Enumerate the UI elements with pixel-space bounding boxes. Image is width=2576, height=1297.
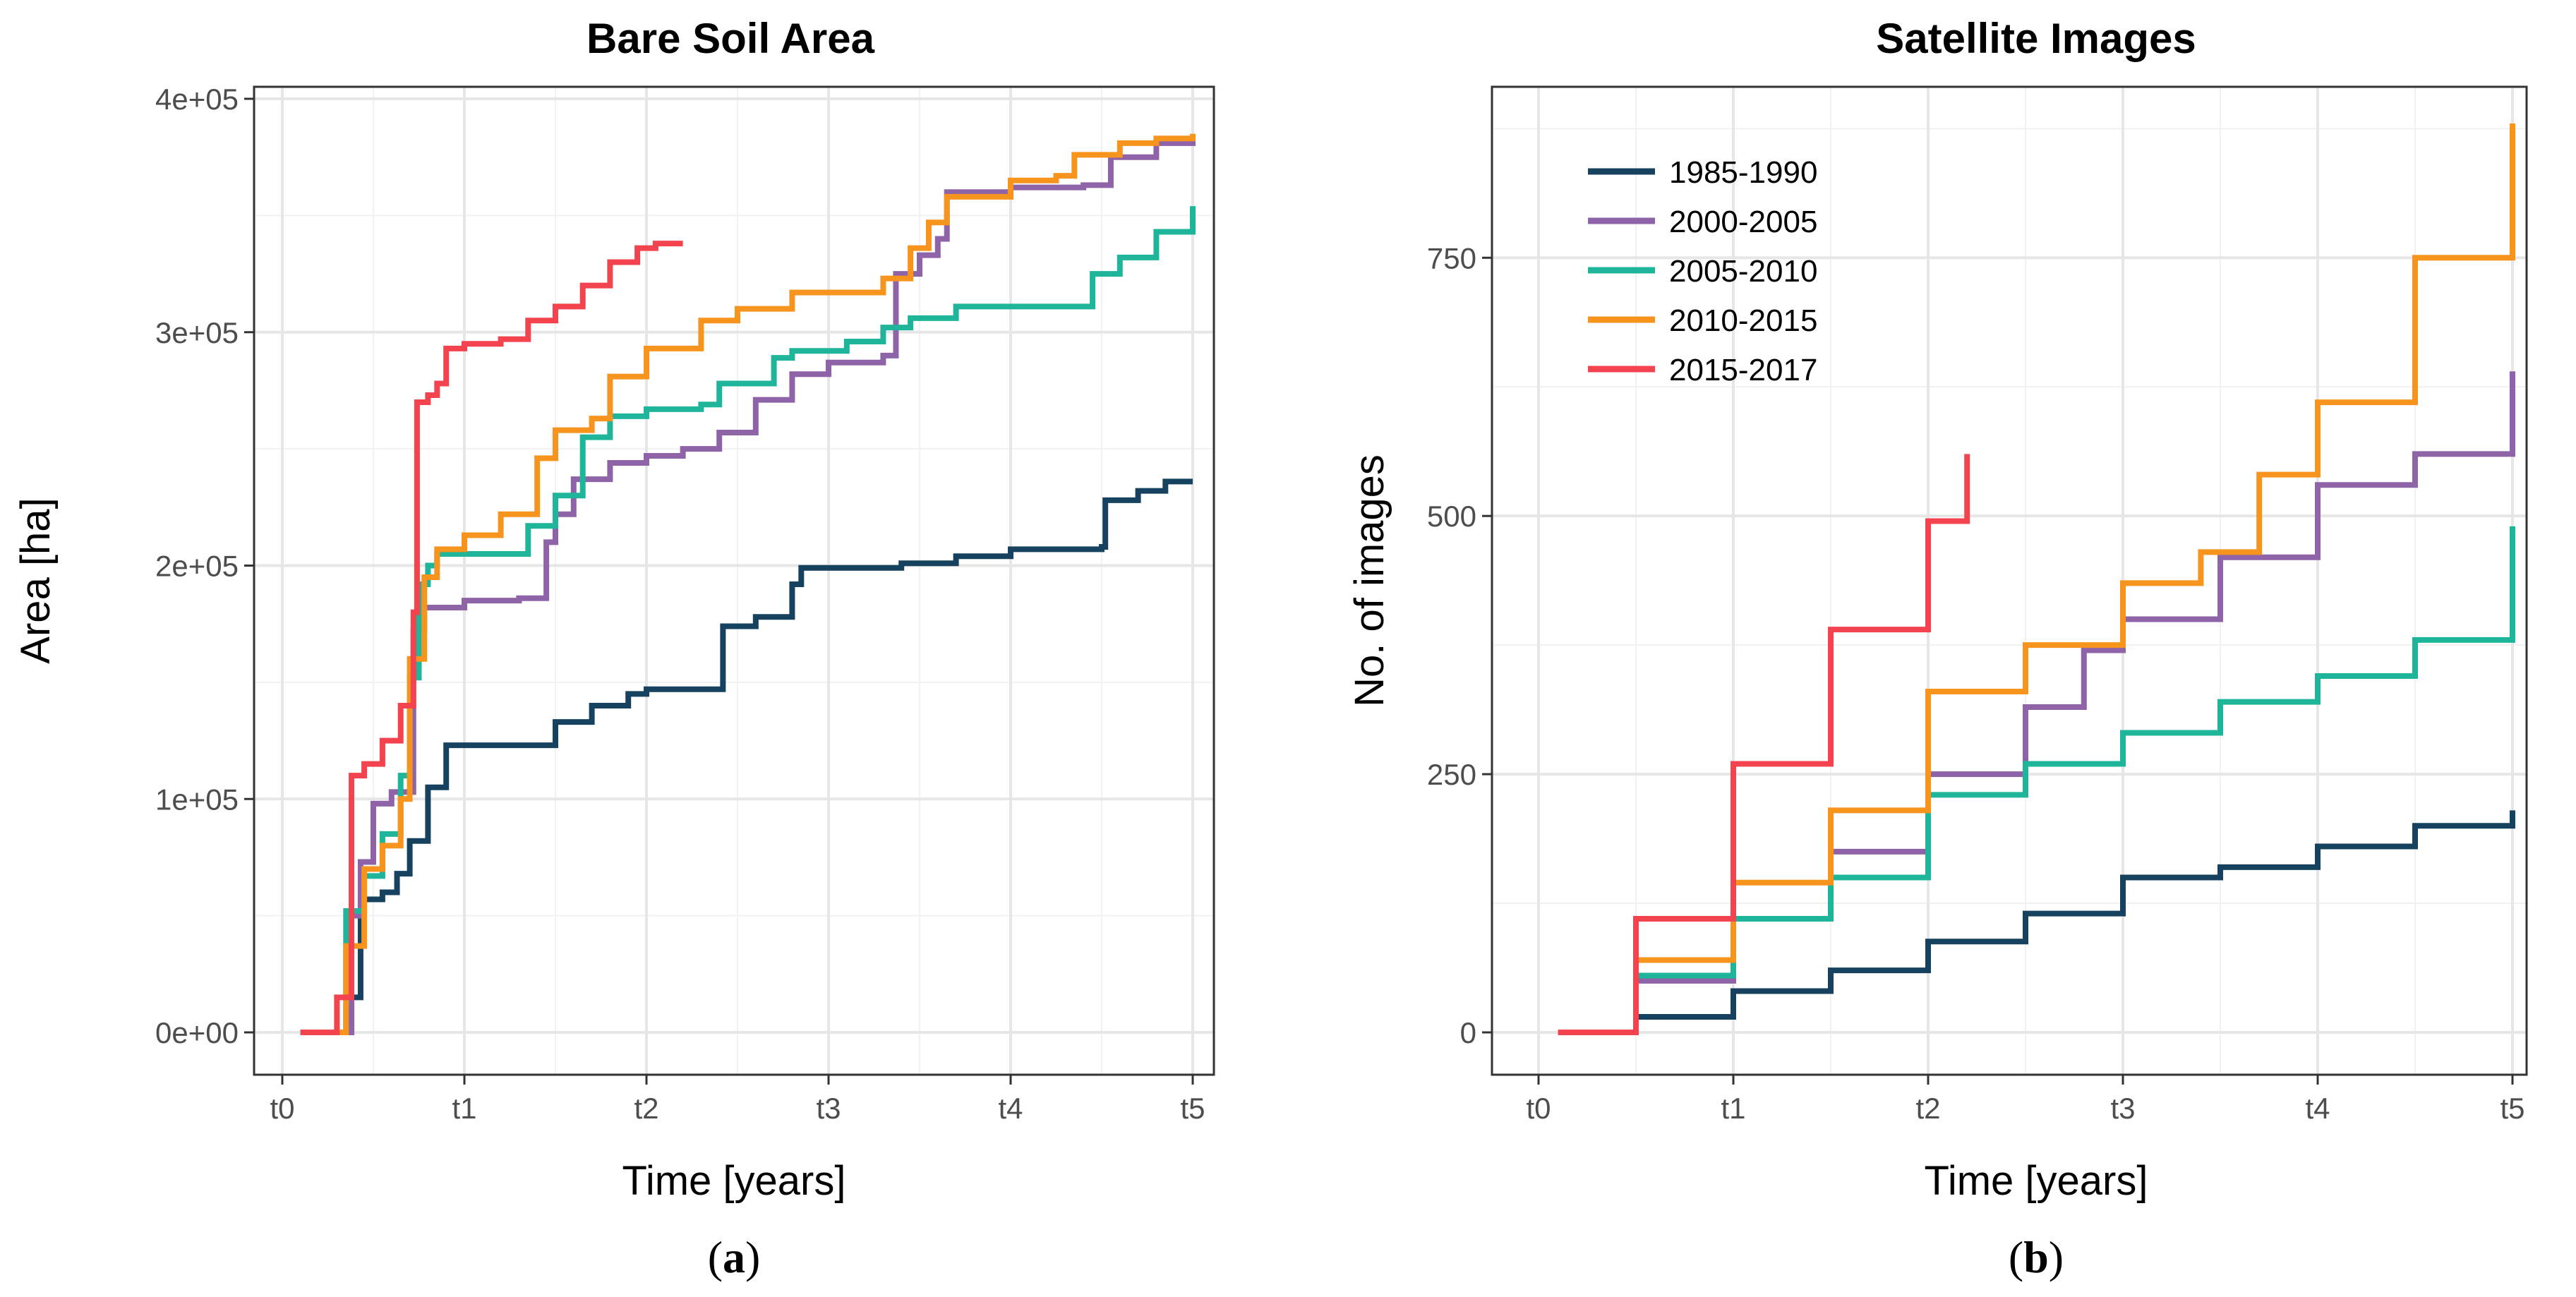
y-axis-title-a: Area [ha]: [13, 497, 59, 663]
series-line-2015-2017: [1558, 454, 1970, 1035]
ticks-a: t0 t1 t2 t3 t4 t5 0e+00 1e+05 2e+05 3e+05 4e+05: [155, 83, 1205, 1125]
y-tick-label: 250: [1427, 758, 1476, 791]
series-line-2005-2010: [300, 206, 1196, 1035]
legend-label: 2010-2015: [1669, 303, 1817, 338]
grid-a: [254, 87, 1214, 1075]
panel-b-satellite-images: Satellite Images t0 t1 t2 t3 t4 t50250500750 …: [1347, 15, 2528, 1282]
y-tick-label: 0: [1460, 1016, 1476, 1049]
legend-label: 2000-2005: [1669, 205, 1817, 239]
series-group-b: [1558, 123, 2515, 1035]
series-line-2005-2010: [1558, 526, 2515, 1035]
x-tick-label: t5: [2500, 1092, 2524, 1125]
plot-frame-a: [253, 85, 1215, 1076]
y-tick-label: 750: [1427, 241, 1476, 275]
x-axis-title-b: Time [years]: [1925, 1158, 2148, 1204]
series-line-2000-2005: [300, 140, 1196, 1035]
plot-frame-b: [1491, 85, 2528, 1076]
x-tick-label: t4: [998, 1092, 1023, 1125]
legend-label: 1985-1990: [1669, 155, 1817, 190]
chart-title-b: Satellite Images: [1876, 15, 2196, 62]
x-tick-label: t3: [2110, 1092, 2135, 1125]
x-tick-label: t1: [452, 1092, 476, 1125]
y-tick-label: 3e+05: [155, 316, 239, 349]
x-tick-label: t0: [270, 1092, 294, 1125]
panel-caption-b: (b): [2009, 1232, 2064, 1282]
x-tick-label: t2: [1915, 1092, 1940, 1125]
x-tick-label: t0: [1526, 1092, 1551, 1125]
series-group-a: [300, 133, 1196, 1035]
grid-b: [1492, 87, 2527, 1075]
legend-label: 2005-2010: [1669, 254, 1817, 289]
x-tick-label: t3: [816, 1092, 841, 1125]
y-tick-label: 0e+00: [155, 1016, 239, 1049]
legend-label: 2015-2017: [1669, 353, 1817, 387]
y-tick-label: 1e+05: [155, 783, 239, 816]
y-tick-label: 4e+05: [155, 83, 239, 116]
x-tick-label: t1: [1721, 1092, 1745, 1125]
series-line-1985-1990: [300, 478, 1193, 1035]
series-line-2000-2005: [1558, 371, 2515, 1035]
y-tick-label: 500: [1427, 500, 1476, 533]
x-axis-title-a: Time [years]: [622, 1158, 846, 1204]
x-tick-label: t5: [1180, 1092, 1205, 1125]
x-tick-label: t4: [2305, 1092, 2330, 1125]
chart-title-a: Bare Soil Area: [586, 15, 875, 62]
y-axis-title-b: No. of images: [1347, 454, 1392, 707]
series-line-1985-1990: [1558, 810, 2515, 1035]
series-line-2015-2017: [300, 241, 683, 1035]
series-line-2010-2015: [300, 133, 1196, 1035]
ticks-b: t0 t1 t2 t3 t4 t5 0 250 500 750: [1427, 241, 2525, 1125]
x-tick-label: t2: [634, 1092, 658, 1125]
legend: 1985-1990 2000-2005 2005-2010 2010-2015 2015…: [1588, 155, 1817, 387]
panel-caption-a: (a): [708, 1232, 761, 1282]
panel-a-bare-soil-area: Bare Soil Area t0 t1 t2 t3 t4 t5 0e+00 1e+05 2e+…: [13, 15, 1215, 1282]
y-tick-label: 2e+05: [155, 550, 239, 583]
